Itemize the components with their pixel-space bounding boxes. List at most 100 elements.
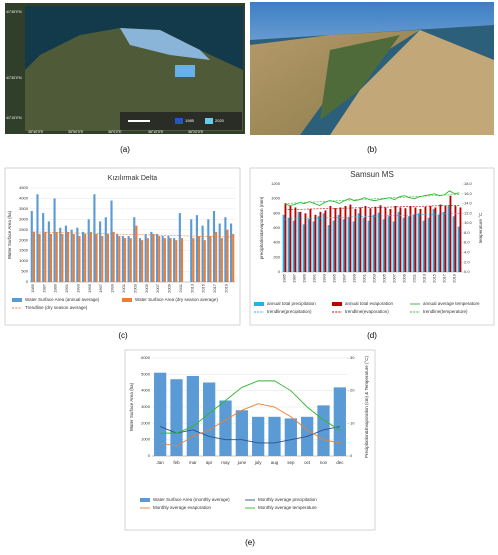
bar — [84, 233, 87, 282]
x-tick-label: 1985 — [30, 283, 35, 293]
bar — [72, 233, 75, 282]
line — [284, 190, 460, 207]
bar — [402, 217, 405, 272]
bar — [81, 231, 85, 282]
bar — [89, 231, 92, 282]
y-tick-label: 4000 — [19, 196, 29, 201]
bar — [127, 236, 130, 282]
bar — [61, 233, 64, 282]
bar — [389, 208, 392, 272]
legend-swatch — [175, 118, 183, 124]
bar — [163, 238, 166, 282]
bar — [215, 231, 218, 282]
x-tick-label: mar — [189, 460, 197, 465]
bar — [387, 216, 390, 272]
y2-tick-label: 20 — [350, 388, 355, 393]
bar — [437, 214, 440, 272]
x-tick-label: 2001 — [121, 283, 126, 293]
bar — [454, 206, 457, 272]
bar — [116, 233, 119, 282]
y-tick-label: 1000 — [271, 196, 281, 201]
bar — [447, 206, 450, 272]
y-tick-label: 2000 — [141, 420, 151, 425]
bar — [337, 214, 340, 272]
bar — [339, 207, 342, 272]
bar — [169, 238, 172, 282]
bar — [121, 236, 124, 282]
caption: (b) — [367, 145, 377, 154]
bar — [452, 216, 455, 272]
legend-label: Water Surface Area (annual average) — [25, 297, 100, 302]
bar — [284, 418, 297, 456]
y-tick-label: 0 — [26, 279, 29, 284]
y2-tick-label: 14.0 — [464, 201, 473, 206]
x-tick-label: 2003 — [132, 283, 137, 293]
y-tick-label: 1000 — [141, 437, 151, 442]
bar — [299, 211, 302, 272]
bar — [429, 206, 432, 272]
bar — [369, 208, 372, 272]
y-axis-label: Water Surface Area (ha) — [7, 210, 12, 259]
x-tick-label: 1985 — [282, 273, 287, 283]
legend-label: annual total evaporation — [345, 301, 394, 306]
y-axis-label: precipitation&evaporation (mm) — [259, 196, 264, 259]
x-tick-label: 2011 — [178, 283, 183, 292]
x-tick-label: sep — [287, 460, 295, 465]
trendline — [32, 231, 233, 238]
x-tick-label: Jan — [157, 460, 165, 465]
bar — [324, 210, 327, 272]
bar — [322, 213, 325, 272]
bar — [268, 416, 281, 456]
bar — [53, 198, 56, 282]
line — [160, 426, 340, 444]
legend-label: Water Surface Area (monthly average) — [153, 497, 230, 502]
x-tick-label: 1987 — [41, 283, 46, 293]
legend-label: trendline(evaporation) — [345, 309, 389, 314]
y-tick-label: 1000 — [19, 258, 29, 263]
lon-label: 36°20'0"E — [188, 130, 204, 134]
bar — [30, 210, 33, 282]
line — [160, 403, 340, 447]
bar — [197, 236, 201, 282]
bar — [352, 221, 355, 272]
x-tick-label: dec — [336, 460, 344, 465]
bar — [99, 221, 102, 282]
bar — [64, 225, 68, 282]
y2-tick-label: 8.0 — [464, 230, 470, 235]
bar — [146, 238, 149, 282]
trendline — [284, 213, 460, 220]
bar — [78, 236, 81, 282]
lat-label: 41°45'0"N — [6, 10, 22, 14]
bar — [349, 204, 352, 272]
bar — [364, 206, 367, 272]
bar — [129, 238, 132, 282]
legend-label: Monthly average precipitation — [258, 497, 317, 502]
legend-label: annual average temperature — [423, 301, 480, 306]
legend-label: Monthly average evaporation — [153, 505, 212, 510]
photo-dunes — [330, 30, 494, 135]
bar — [442, 211, 445, 272]
bar — [309, 208, 312, 272]
bar — [158, 236, 161, 282]
bar — [44, 231, 47, 282]
x-tick-label: 2013 — [189, 283, 194, 293]
x-tick-label: july — [254, 460, 263, 465]
bar — [434, 207, 437, 272]
caption: (e) — [245, 538, 255, 547]
bar — [424, 206, 427, 272]
bar — [372, 214, 375, 272]
bar — [432, 208, 435, 272]
bar — [382, 219, 385, 272]
bar — [287, 217, 290, 272]
y2-tick-label: 10 — [350, 420, 355, 425]
trendline — [284, 193, 460, 204]
x-tick-label: 2009 — [167, 283, 172, 293]
bar — [342, 219, 345, 272]
bar — [138, 238, 142, 282]
bar — [173, 238, 176, 282]
x-tick-label: 2007 — [155, 283, 160, 293]
lat-label: 41°15'0"N — [6, 116, 22, 120]
legend-label: 2020 — [215, 118, 225, 123]
legend-label: Trendline (dry season average) — [25, 305, 88, 310]
map-water — [120, 28, 210, 60]
